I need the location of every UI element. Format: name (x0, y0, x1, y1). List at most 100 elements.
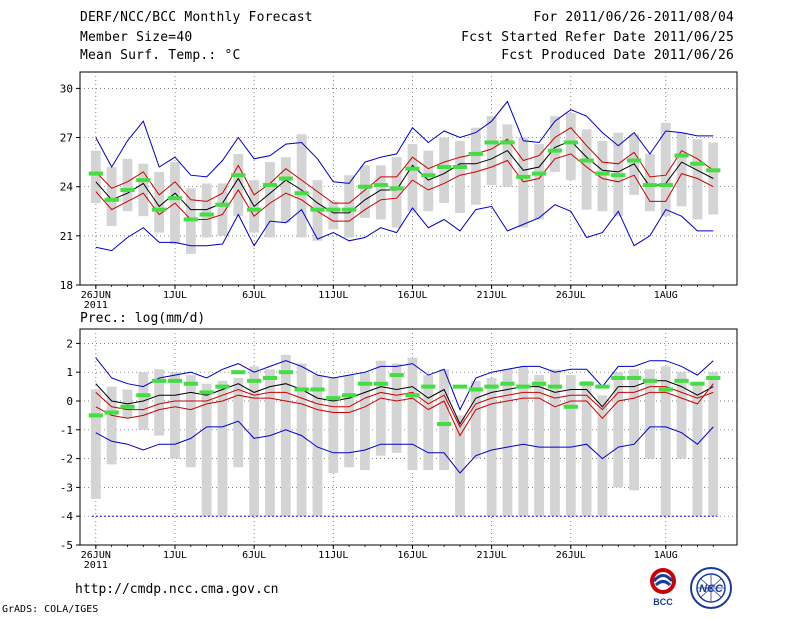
ncc-logo-text: NCC (699, 583, 724, 595)
climatology-marker (247, 207, 262, 212)
member-range-bar (581, 380, 592, 517)
member-range-bar (645, 369, 655, 459)
member-range-bar (613, 372, 624, 488)
member-range-bar (597, 140, 608, 212)
max-envelope-line (95, 357, 714, 411)
member-range-bar (344, 175, 355, 238)
climatology-marker (247, 378, 262, 383)
variable-label: Mean Surf. Temp.: °C (80, 48, 241, 63)
y-tick-label: 2 (66, 337, 73, 350)
y-tick-label: 27 (60, 132, 73, 145)
climatology-marker (706, 375, 721, 380)
upper-spread-line (95, 386, 714, 428)
member-range-bar (550, 116, 560, 172)
member-size: Member Size=40 (80, 30, 193, 45)
climatology-marker (373, 381, 388, 386)
climatology-marker (516, 174, 531, 179)
x-tick-label: 21JUL (477, 290, 507, 301)
climatology-marker (88, 171, 103, 176)
forecast-start-date: Fcst Started Refer Date 2011/06/25 (461, 30, 734, 45)
climatology-marker (357, 381, 373, 386)
climatology-marker (231, 370, 246, 375)
member-range-bar (201, 383, 212, 517)
climatology-marker (611, 173, 626, 178)
source-url[interactable]: http://cmdp.ncc.cma.gov.cn (75, 582, 279, 597)
plot-frame (79, 71, 738, 286)
climatology-marker (690, 161, 705, 166)
climatology-marker (183, 381, 198, 386)
x-tick-sublabel: 2011 (84, 300, 108, 311)
x-tick-label: 6JUL (242, 290, 266, 301)
climatology-marker (658, 183, 673, 188)
member-range-bar (565, 375, 576, 517)
member-range-bar (407, 357, 418, 471)
climatology-marker (389, 186, 404, 191)
climatology-marker (500, 381, 515, 386)
member-range-bar (201, 183, 212, 238)
climatology-marker (373, 183, 388, 188)
climatology-marker (215, 384, 230, 389)
climatology-marker (611, 375, 626, 380)
member-range-bar (502, 124, 513, 187)
climatology-marker (563, 404, 578, 409)
grads-credit: GrADS: COLA/IGES (2, 604, 99, 615)
climatology-marker (468, 151, 483, 156)
climatology-marker (658, 387, 673, 392)
member-range-bar (265, 162, 275, 238)
climatology-marker (262, 375, 278, 380)
x-tick-label: 26JUN (81, 290, 111, 301)
member-range-bar (391, 363, 402, 453)
climatology-marker (342, 393, 357, 398)
climatology-marker (531, 381, 547, 386)
climatology-marker (437, 422, 452, 427)
climatology-marker (199, 212, 214, 217)
y-tick-label: 18 (60, 279, 73, 292)
climatology-marker (563, 140, 578, 145)
member-range-bar (439, 369, 450, 471)
member-range-bar (344, 375, 355, 468)
member-range-bar (550, 369, 560, 517)
climatology-marker (579, 381, 594, 386)
climatology-marker (626, 158, 642, 163)
member-range-bar (280, 157, 291, 223)
lower-spread-line (95, 383, 714, 437)
member-range-bar (328, 201, 339, 230)
x-tick-label: 16JUL (397, 290, 427, 301)
member-range-bar (660, 122, 671, 217)
member-range-bar (122, 158, 133, 212)
member-range-bar (106, 386, 117, 465)
climatology-marker (389, 373, 404, 378)
y-tick-label: 21 (60, 230, 73, 243)
member-range-bar (154, 369, 165, 436)
lower-spread-line (95, 153, 714, 222)
member-range-bar (660, 366, 671, 517)
member-range-bar (249, 366, 260, 517)
climatology-marker (136, 393, 151, 398)
member-range-bar (486, 116, 497, 186)
y-tick-label: -2 (60, 453, 73, 466)
climatology-marker (167, 378, 183, 383)
climatology-marker (199, 390, 214, 395)
y-tick-label: -5 (60, 539, 73, 552)
member-range-bar (185, 375, 196, 468)
member-range-bar (439, 137, 450, 204)
ensemble-mean-line (95, 380, 714, 426)
member-range-bar (106, 167, 117, 227)
member-range-bar (375, 165, 386, 220)
min-envelope-line (95, 420, 714, 474)
member-range-bar (265, 369, 275, 517)
climatology-marker (437, 165, 452, 170)
climatology-marker (547, 148, 563, 153)
climatology-marker (516, 384, 531, 389)
climatology-marker (642, 183, 658, 188)
member-range-bar (312, 375, 323, 517)
climatology-marker (152, 207, 167, 212)
climatology-marker (421, 384, 436, 389)
member-range-bar (280, 354, 291, 517)
member-range-bar (360, 165, 370, 218)
climatology-marker (104, 410, 119, 415)
climatology-marker (626, 375, 642, 380)
x-tick-label: 1AUG (654, 550, 678, 561)
climatology-marker (88, 413, 103, 418)
member-range-bar (375, 360, 386, 456)
